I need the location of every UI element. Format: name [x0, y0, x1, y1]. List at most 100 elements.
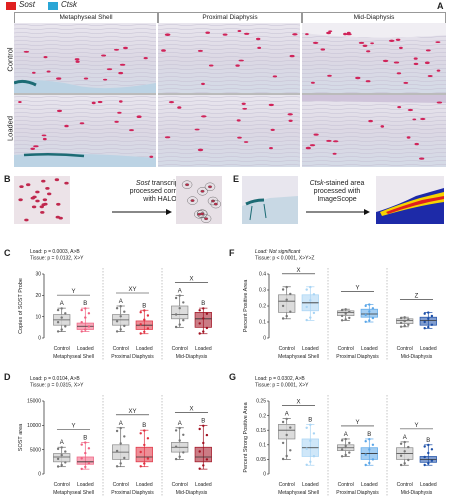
data-point: [123, 324, 126, 328]
data-point: [427, 317, 430, 320]
x-category-label: Control: [54, 482, 70, 488]
data-point: [281, 288, 285, 291]
halo-cell-outline: [194, 210, 205, 219]
data-point: [430, 323, 434, 326]
data-point: [368, 310, 371, 313]
data-point: [368, 438, 371, 441]
sost-cell: [56, 77, 62, 80]
x-category-label: Control: [397, 346, 413, 352]
sost-cell: [305, 146, 311, 150]
sost-cell: [332, 152, 337, 155]
data-point: [87, 325, 91, 328]
data-point: [178, 455, 181, 458]
sost-cell: [313, 133, 319, 136]
y-tick-label: 0.2: [259, 413, 266, 419]
data-point: [202, 317, 205, 320]
sost-cell: [75, 60, 80, 63]
data-point: [309, 285, 312, 289]
data-point: [84, 465, 87, 469]
y-axis-label: Percent Positive Area: [243, 279, 249, 333]
data-point: [146, 457, 150, 460]
histology-image-control-pd: [158, 23, 300, 93]
group-letter: X: [296, 268, 300, 274]
data-point: [430, 314, 434, 318]
data-point: [64, 450, 67, 453]
data-point: [198, 309, 201, 312]
data-point: [80, 330, 83, 333]
region-label: Mid-Diaphysis: [401, 354, 433, 360]
x-category-label: Loaded: [136, 482, 153, 488]
histology-image-control-md: [302, 23, 446, 93]
x-category-label: Loaded: [361, 482, 378, 488]
sost-cell: [43, 56, 48, 59]
data-point: [309, 423, 312, 426]
data-point: [281, 304, 285, 308]
data-point: [174, 457, 178, 461]
sost-cell: [365, 80, 371, 83]
sig-letter: A: [60, 440, 64, 446]
x-category-label: Loaded: [420, 482, 437, 488]
data-point: [285, 417, 288, 421]
group-letter: Y: [71, 423, 75, 429]
sig-letter: B: [142, 303, 146, 309]
sost-cell: [366, 50, 371, 53]
data-point: [364, 453, 367, 456]
data-point: [281, 441, 285, 445]
x-category-label: Loaded: [195, 346, 212, 352]
data-point: [60, 446, 63, 449]
sig-letter: A: [344, 432, 348, 438]
sost-cell: [309, 144, 316, 147]
data-point: [289, 292, 292, 296]
sost-cell: [46, 70, 51, 73]
panel-letter-d: D: [4, 372, 11, 382]
box: [171, 305, 189, 320]
box: [194, 312, 212, 328]
sost-cell: [41, 134, 47, 137]
x-category-label: Control: [397, 482, 413, 488]
data-point: [344, 318, 347, 321]
data-point: [123, 456, 126, 460]
sost-legend-swatch: [6, 2, 16, 10]
y-tick-label: 0.4: [259, 272, 266, 278]
y-tick-label: 0: [38, 336, 41, 342]
data-point: [285, 285, 288, 289]
halo-cell-nucleus: [208, 185, 213, 189]
sost-cell: [388, 39, 395, 42]
data-point: [119, 328, 122, 331]
sost-cell: [32, 71, 36, 74]
x-category-label: Control: [54, 346, 70, 352]
data-point: [182, 451, 185, 454]
data-point: [178, 323, 181, 326]
sost-cell: [64, 181, 69, 185]
sost-cell: [382, 59, 389, 63]
data-point: [281, 420, 285, 424]
histology-image-control-ms: [14, 23, 156, 93]
region-label: Proximal Diaphysis: [336, 354, 379, 360]
group-letter: XY: [128, 287, 136, 293]
sost-cell: [24, 218, 29, 222]
arrow-e: [306, 209, 370, 215]
sig-letter: B: [426, 438, 430, 444]
sost-cell: [424, 61, 430, 65]
x-category-label: Loaded: [361, 346, 378, 352]
data-point: [285, 433, 288, 437]
sost-cell: [326, 139, 332, 142]
halo-cell-nucleus: [190, 199, 195, 202]
sost-cell: [42, 137, 47, 141]
sost-legend-label: Sost: [19, 0, 36, 9]
sost-cell: [287, 113, 293, 116]
sost-cell: [45, 187, 50, 190]
sost-cell: [164, 33, 171, 36]
data-point: [56, 447, 60, 451]
sost-cell: [33, 145, 39, 148]
data-point: [202, 424, 205, 427]
box: [278, 294, 296, 313]
data-point: [364, 440, 367, 443]
data-point: [139, 311, 142, 314]
data-point: [407, 323, 410, 326]
sost-cell: [268, 103, 274, 107]
sost-cell: [355, 76, 361, 80]
data-point: [56, 321, 60, 324]
data-point: [423, 327, 426, 330]
